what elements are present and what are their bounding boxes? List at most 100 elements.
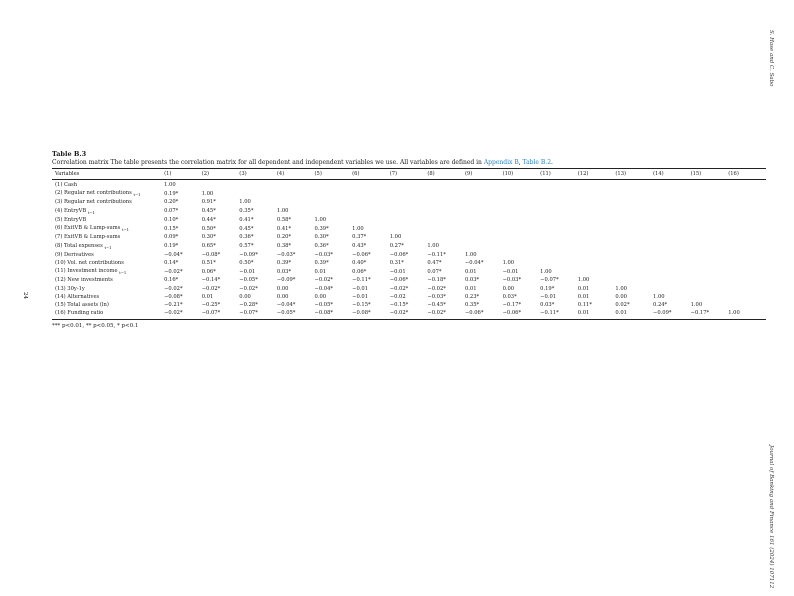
correlation-cell	[540, 234, 578, 242]
correlation-cell: 0.27*	[389, 243, 404, 250]
correlation-cell: −0.06*	[502, 309, 541, 321]
correlation-cell: 1.00	[728, 309, 766, 321]
row-variable-label: (10) Vol. net contributions	[52, 259, 164, 267]
correlation-cell	[503, 199, 541, 207]
correlation-cell	[615, 225, 653, 234]
correlation-cell	[728, 268, 766, 277]
correlation-cell	[728, 285, 766, 293]
correlation-cell: 0.00	[502, 285, 515, 292]
running-header-journal: Journal of Banking and Finance 161 (2024…	[768, 445, 774, 589]
correlation-cell: −0.21*	[164, 302, 183, 308]
correlation-cell	[503, 216, 541, 224]
correlation-cell: −0.01	[352, 293, 369, 300]
row-variable-label: (14) Alternatives	[52, 293, 164, 301]
correlation-cell: −0.45*	[427, 302, 446, 308]
column-header: (12)	[577, 168, 616, 180]
correlation-cell	[578, 259, 616, 267]
row-variable-label: (13) 30y-1y	[52, 285, 164, 293]
correlation-cell	[728, 242, 766, 251]
correlation-cell: −0.11*	[352, 277, 371, 284]
correlation-cell	[691, 190, 729, 199]
correlation-cell: 0.39*	[314, 259, 329, 266]
correlation-cell: 0.50*	[201, 225, 216, 232]
correlation-cell: 0.44*	[201, 216, 216, 223]
correlation-cell: −0.25*	[201, 302, 221, 308]
caption-end: .	[551, 159, 553, 166]
correlation-cell	[691, 259, 729, 267]
correlation-cell	[578, 199, 616, 207]
table-label: Table B.3	[52, 150, 87, 158]
correlation-cell: 0.91*	[201, 199, 216, 206]
correlation-cell: −0.02*	[389, 309, 428, 321]
correlation-cell: −0.09*	[239, 251, 258, 258]
correlation-cell	[615, 234, 653, 242]
correlation-cell: 0.35*	[464, 302, 480, 308]
correlation-cell	[578, 225, 616, 234]
correlation-cell: 0.40*	[352, 259, 367, 266]
correlation-cell: 0.35*	[239, 208, 254, 215]
row-variable-label: (5) EntryVB	[52, 216, 164, 224]
correlation-matrix-table: Variables (1) (2) (3) (4) (5) (6) (7) (8) (9) (10)…	[52, 168, 766, 321]
correlation-cell	[653, 259, 691, 267]
correlation-cell	[728, 225, 766, 234]
correlation-cell	[615, 251, 653, 259]
row-variable-label: (12) New investments	[52, 277, 164, 285]
row-variable-label: (7) ExitVB & Lump-sums	[52, 234, 164, 242]
correlation-cell	[578, 180, 616, 190]
correlation-cell: 1.00	[314, 216, 327, 223]
correlation-cell: 0.23*	[464, 293, 480, 300]
correlation-cell	[352, 180, 390, 190]
table-row: (4) EntryVB t−1 0.07* 0.45* 0.35* 1.00	[52, 207, 766, 216]
correlation-cell	[277, 190, 315, 199]
correlation-cell: −0.01	[239, 268, 256, 275]
table-b2-link[interactable]: Table B.2	[522, 159, 552, 166]
column-header: (15)	[690, 168, 729, 180]
correlation-cell: 0.10*	[164, 216, 179, 223]
correlation-cell: 0.02*	[615, 302, 630, 308]
column-header: (6)	[352, 168, 390, 180]
correlation-cell	[427, 225, 465, 234]
correlation-cell: 0.39*	[276, 259, 292, 266]
correlation-cell	[390, 207, 428, 216]
correlation-cell: 0.06*	[201, 268, 216, 275]
correlation-cell	[691, 225, 729, 234]
correlation-cell: −0.17*	[502, 302, 522, 308]
column-header: (14)	[653, 168, 691, 180]
correlation-cell	[653, 207, 691, 216]
table-row: (9) Derivatives −0.04* −0.08* −0.09* −0.03* −…	[52, 251, 766, 259]
correlation-cell	[465, 242, 503, 251]
correlation-cell	[653, 225, 691, 234]
correlation-cell	[615, 190, 653, 199]
correlation-cell: 1.00	[615, 285, 627, 292]
correlation-cell: 0.38*	[276, 243, 292, 250]
correlation-cell	[390, 180, 428, 190]
correlation-cell: −0.02*	[164, 285, 183, 292]
correlation-cell	[615, 180, 653, 190]
column-header: (8)	[427, 168, 465, 180]
table-row: (13) 30y-1y −0.02* −0.02* −0.02* 0.00 −0.04* −…	[52, 285, 766, 293]
correlation-cell: −0.04*	[314, 285, 334, 292]
correlation-cell: −0.15*	[352, 302, 371, 308]
column-header-variables: Variables	[52, 168, 165, 180]
correlation-cell	[691, 199, 729, 207]
caption-text: Correlation matrix The table presents th…	[52, 159, 484, 166]
correlation-cell: 0.01	[464, 285, 477, 292]
correlation-cell	[540, 251, 578, 259]
correlation-cell: 1.00	[352, 225, 364, 232]
correlation-cell	[728, 216, 766, 224]
correlation-cell	[427, 234, 465, 242]
correlation-cell: −0.02*	[389, 285, 409, 292]
table-row: (7) ExitVB & Lump-sums 0.09* 0.30* 0.36* 0.2…	[52, 234, 766, 242]
correlation-cell: 0.01	[201, 293, 214, 300]
variable-name: (10) Vol. net contributions	[55, 259, 124, 266]
correlation-cell: −0.06*	[352, 251, 371, 258]
correlation-cell: −0.07*	[201, 309, 240, 321]
correlation-cell: −0.02*	[239, 285, 258, 292]
variable-name: (1) Cash	[55, 182, 78, 188]
appendix-b-link[interactable]: Appendix B	[483, 159, 519, 166]
correlation-cell: 0.45*	[201, 208, 216, 215]
correlation-cell: 0.47*	[427, 259, 442, 266]
variable-name: (4) EntryVB	[55, 207, 87, 214]
row-variable-label: (2) Regular net contributions t−1	[52, 190, 164, 199]
variable-name: (8) Total expenses	[55, 242, 103, 249]
